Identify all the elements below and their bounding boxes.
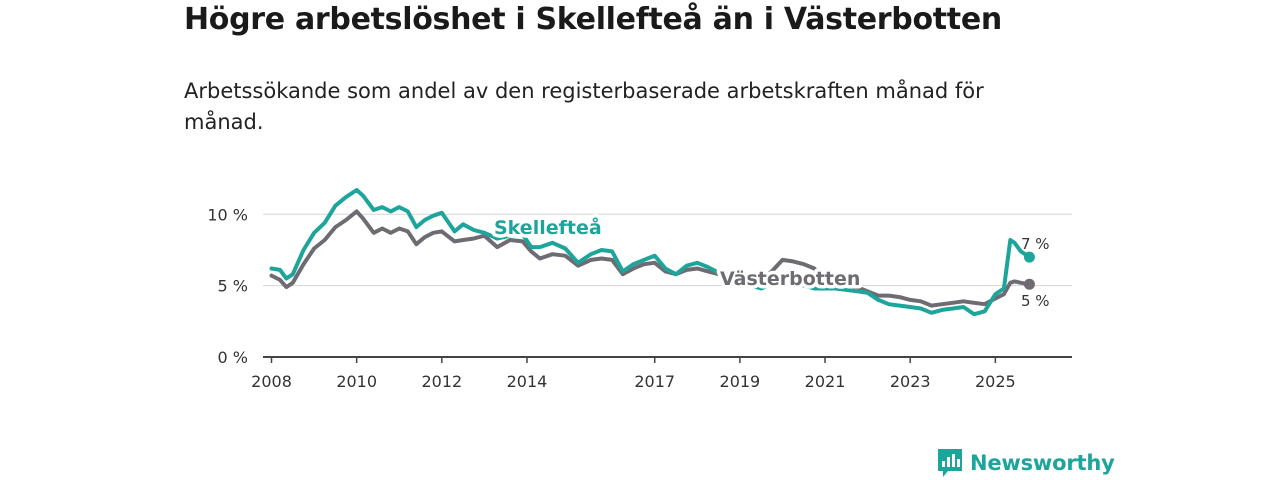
newsworthy-logo-icon — [938, 449, 962, 477]
x-tick-label: 2025 — [975, 372, 1016, 391]
brand-logo: Newsworthy — [936, 447, 1115, 479]
x-tick-label: 2019 — [720, 372, 761, 391]
y-tick-label: 5 % — [218, 277, 248, 296]
chart-subtitle: Arbetssökande som andel av den registerb… — [184, 79, 984, 134]
x-tick-label: 2021 — [805, 372, 846, 391]
axis-layer: 0 % 5 % 10 % 2008 2010 2012 2014 2017 2019 2021 20… — [207, 205, 1072, 391]
x-tick-label: 2017 — [634, 372, 675, 391]
series-label-skelleftea: Skellefteå — [494, 215, 602, 239]
series-end-marker-skelleftea — [1023, 251, 1035, 263]
end-value-label-vasterbotten: 5 % — [1021, 292, 1050, 310]
x-tick-label: 2010 — [336, 372, 377, 391]
series-label-skelleftea-halo: Skellefteå — [494, 215, 602, 239]
series-line-vasterbotten — [269, 209, 1032, 308]
chart-title: Högre arbetslöshet i Skellefteå än i Väs… — [184, 2, 1002, 37]
label-layer: SkellefteåSkellefteåVästerbottenVästerbo… — [491, 212, 1050, 311]
series-layer — [269, 188, 1035, 317]
series-end-marker-vasterbotten — [1023, 278, 1035, 290]
brand-name: Newsworthy — [970, 451, 1115, 475]
series-label-vasterbotten: Västerbotten — [720, 268, 860, 290]
series-label-vasterbotten-halo: Västerbotten — [720, 268, 860, 290]
series-line-skelleftea — [269, 188, 1032, 317]
x-tick-label: 2014 — [507, 372, 548, 391]
x-tick-label: 2023 — [890, 372, 931, 391]
x-tick-label: 2012 — [421, 372, 462, 391]
grid-layer — [263, 213, 1072, 287]
end-value-label-skelleftea: 7 % — [1021, 235, 1050, 253]
x-tick-label: 2008 — [251, 372, 292, 391]
y-tick-label: 0 % — [218, 348, 248, 367]
y-tick-label: 10 % — [207, 205, 248, 224]
